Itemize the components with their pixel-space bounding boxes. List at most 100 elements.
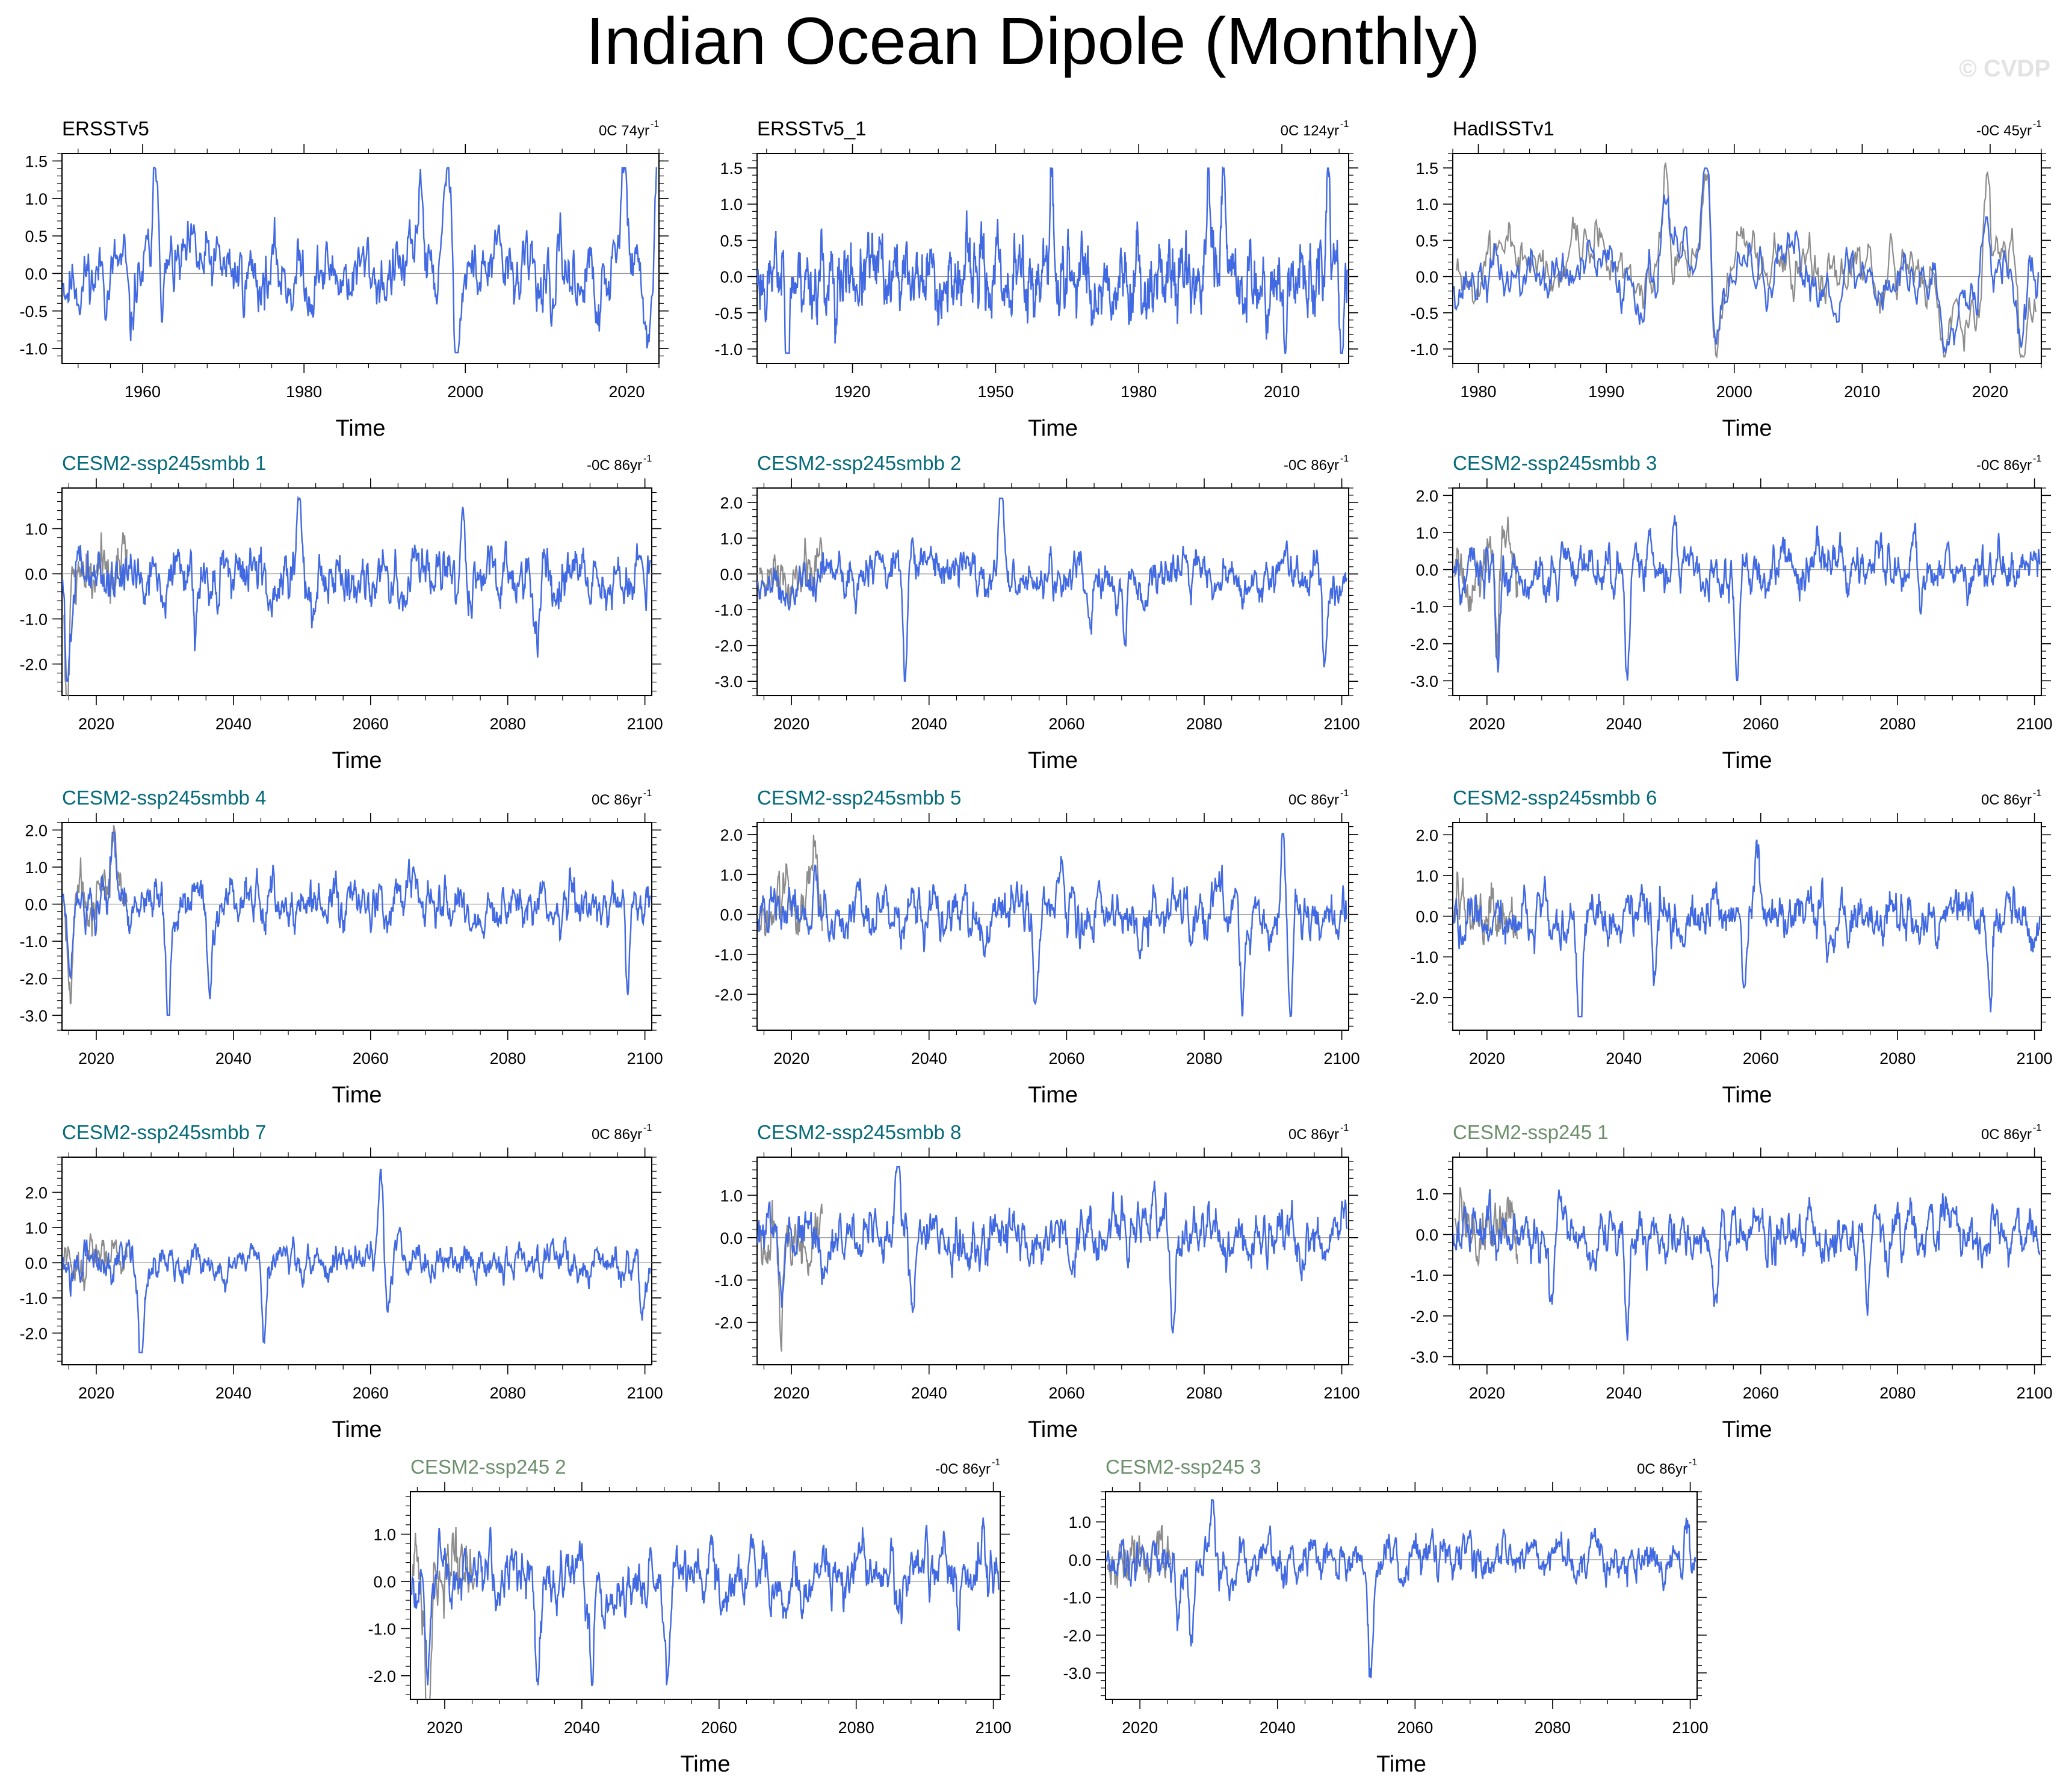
obs-overlay-line (63, 532, 128, 696)
obs-overlay-line (1456, 162, 2037, 359)
y-tick-label: 2.0 (1415, 487, 1438, 505)
y-tick-label: 1.0 (373, 1526, 396, 1544)
x-tick-label: 2080 (838, 1719, 874, 1737)
y-tick-label: -0.5 (1410, 304, 1438, 323)
y-tick-label: -0.5 (19, 303, 48, 321)
x-tick-label: 2060 (353, 1384, 389, 1402)
series-line (757, 497, 1348, 682)
x-tick-label: 2080 (1879, 1384, 1916, 1402)
y-tick-label: 2.0 (720, 494, 743, 512)
y-tick-label: -1.0 (714, 341, 743, 359)
x-axis-label: Time (332, 748, 382, 773)
x-tick-label: 2060 (701, 1719, 737, 1737)
trend-exponent: -1 (651, 119, 659, 129)
chart-panel-11: -2.0 -1.0 0.0 1.0 2020 2040 2060 2080 2100 CESM2-… (714, 1121, 1359, 1442)
y-tick-label: -1.0 (1410, 341, 1438, 359)
x-tick-label: 2020 (427, 1719, 463, 1737)
y-tick-label: 0.0 (25, 265, 48, 283)
trend-annotation: -0C 45yr (1976, 123, 2032, 139)
x-tick-label: 2020 (1469, 715, 1505, 733)
x-axis-label: Time (1722, 748, 1772, 773)
trend-annotation: -0C 86yr (587, 457, 642, 474)
series-line (62, 495, 651, 682)
plot-frame (1452, 822, 2042, 1031)
x-tick-label: 2010 (1264, 383, 1300, 401)
y-tick-label: 0.0 (720, 906, 743, 924)
x-tick-label: 2000 (447, 383, 483, 401)
series-line (757, 1166, 1348, 1333)
trend-exponent: -1 (992, 1457, 1000, 1468)
trend-exponent: -1 (1340, 119, 1349, 129)
panel-title: ERSSTv5_1 (757, 117, 867, 140)
series-line (410, 1517, 1000, 1686)
x-tick-label: 2100 (627, 1049, 663, 1067)
x-tick-label: 2080 (490, 1049, 526, 1067)
x-tick-label: 2100 (1324, 715, 1360, 733)
y-tick-label: 0.5 (720, 232, 743, 250)
x-tick-label: 2040 (911, 1384, 947, 1402)
trend-exponent: -1 (2033, 454, 2041, 464)
x-axis-label: Time (1722, 416, 1772, 441)
y-tick-label: 0.0 (1415, 268, 1438, 286)
x-tick-label: 2040 (911, 715, 947, 733)
x-tick-label: 1950 (977, 383, 1013, 401)
x-tick-label: 2040 (911, 1049, 947, 1067)
x-axis-label: Time (1028, 1083, 1078, 1108)
y-tick-label: -2.0 (714, 1314, 743, 1332)
x-tick-label: 1980 (1121, 383, 1157, 401)
panel-title: CESM2-ssp245smbb 7 (62, 1121, 266, 1143)
series-line (62, 1169, 651, 1353)
x-tick-label: 2100 (2017, 1049, 2053, 1067)
x-tick-label: 2100 (627, 715, 663, 733)
x-axis-label: Time (332, 1083, 382, 1108)
x-tick-label: 2020 (608, 383, 645, 401)
y-tick-label: 1.0 (1415, 196, 1438, 214)
panel-title: CESM2-ssp245smbb 1 (62, 452, 266, 474)
x-tick-label: 2060 (353, 1049, 389, 1067)
y-tick-label: 2.0 (25, 821, 48, 839)
obs-overlay-line (1454, 871, 1518, 945)
panel-title: ERSSTv5 (62, 117, 149, 140)
x-tick-label: 2010 (1844, 383, 1880, 401)
y-tick-label: -2.0 (368, 1667, 396, 1685)
y-tick-label: 0.0 (720, 1229, 743, 1247)
x-axis-label: Time (1028, 748, 1078, 773)
trend-exponent: -1 (1340, 788, 1349, 799)
plot-frame (1452, 1157, 2042, 1365)
plot-frame (1452, 153, 2042, 364)
trend-exponent: -1 (1689, 1457, 1697, 1468)
x-tick-label: 2080 (1186, 1384, 1222, 1402)
y-tick-label: 0.0 (720, 268, 743, 286)
y-tick-label: -2.0 (714, 637, 743, 655)
x-tick-label: 2100 (1324, 1384, 1360, 1402)
y-tick-label: -3.0 (1410, 672, 1438, 690)
x-tick-label: 2040 (1260, 1719, 1296, 1737)
obs-overlay-line (1107, 1525, 1172, 1589)
series-line (1453, 167, 2040, 354)
trend-annotation: 0C 86yr (1288, 792, 1339, 808)
panel-title: CESM2-ssp245smbb 3 (1453, 452, 1657, 474)
chart-panel-3: -1.0 -0.5 0.0 0.5 1.0 1.5 1980 1990 2000 2010 2020… (1410, 117, 2051, 441)
y-tick-label: 1.0 (25, 1219, 48, 1237)
trend-annotation: 0C 86yr (1288, 1126, 1339, 1143)
y-tick-label: -2.0 (19, 656, 48, 674)
y-tick-label: 2.0 (1415, 826, 1438, 844)
x-tick-label: 2040 (215, 715, 252, 733)
trend-annotation: -0C 86yr (1976, 457, 2032, 474)
trend-annotation: -0C 86yr (1284, 457, 1339, 474)
x-tick-label: 2020 (773, 1049, 809, 1067)
y-tick-label: -2.0 (714, 986, 743, 1004)
chart-panel-10: -2.0 -1.0 0.0 1.0 2.0 2020 2040 2060 2080 2100 CES… (19, 1121, 663, 1442)
y-tick-label: -1.0 (19, 933, 48, 951)
chart-panel-2: -1.0 -0.5 0.0 0.5 1.0 1.5 1920 1950 1980 2010 ERSS… (714, 117, 1358, 441)
x-tick-label: 2020 (1122, 1719, 1158, 1737)
x-axis-label: Time (1722, 1083, 1772, 1108)
obs-overlay-line (759, 537, 823, 605)
trend-annotation: 0C 86yr (1981, 1126, 2032, 1143)
x-tick-label: 1920 (835, 383, 871, 401)
plot-frame (1105, 1491, 1698, 1700)
y-tick-label: -2.0 (19, 970, 48, 988)
x-tick-label: 2060 (1048, 715, 1084, 733)
x-tick-label: 2000 (1716, 383, 1752, 401)
